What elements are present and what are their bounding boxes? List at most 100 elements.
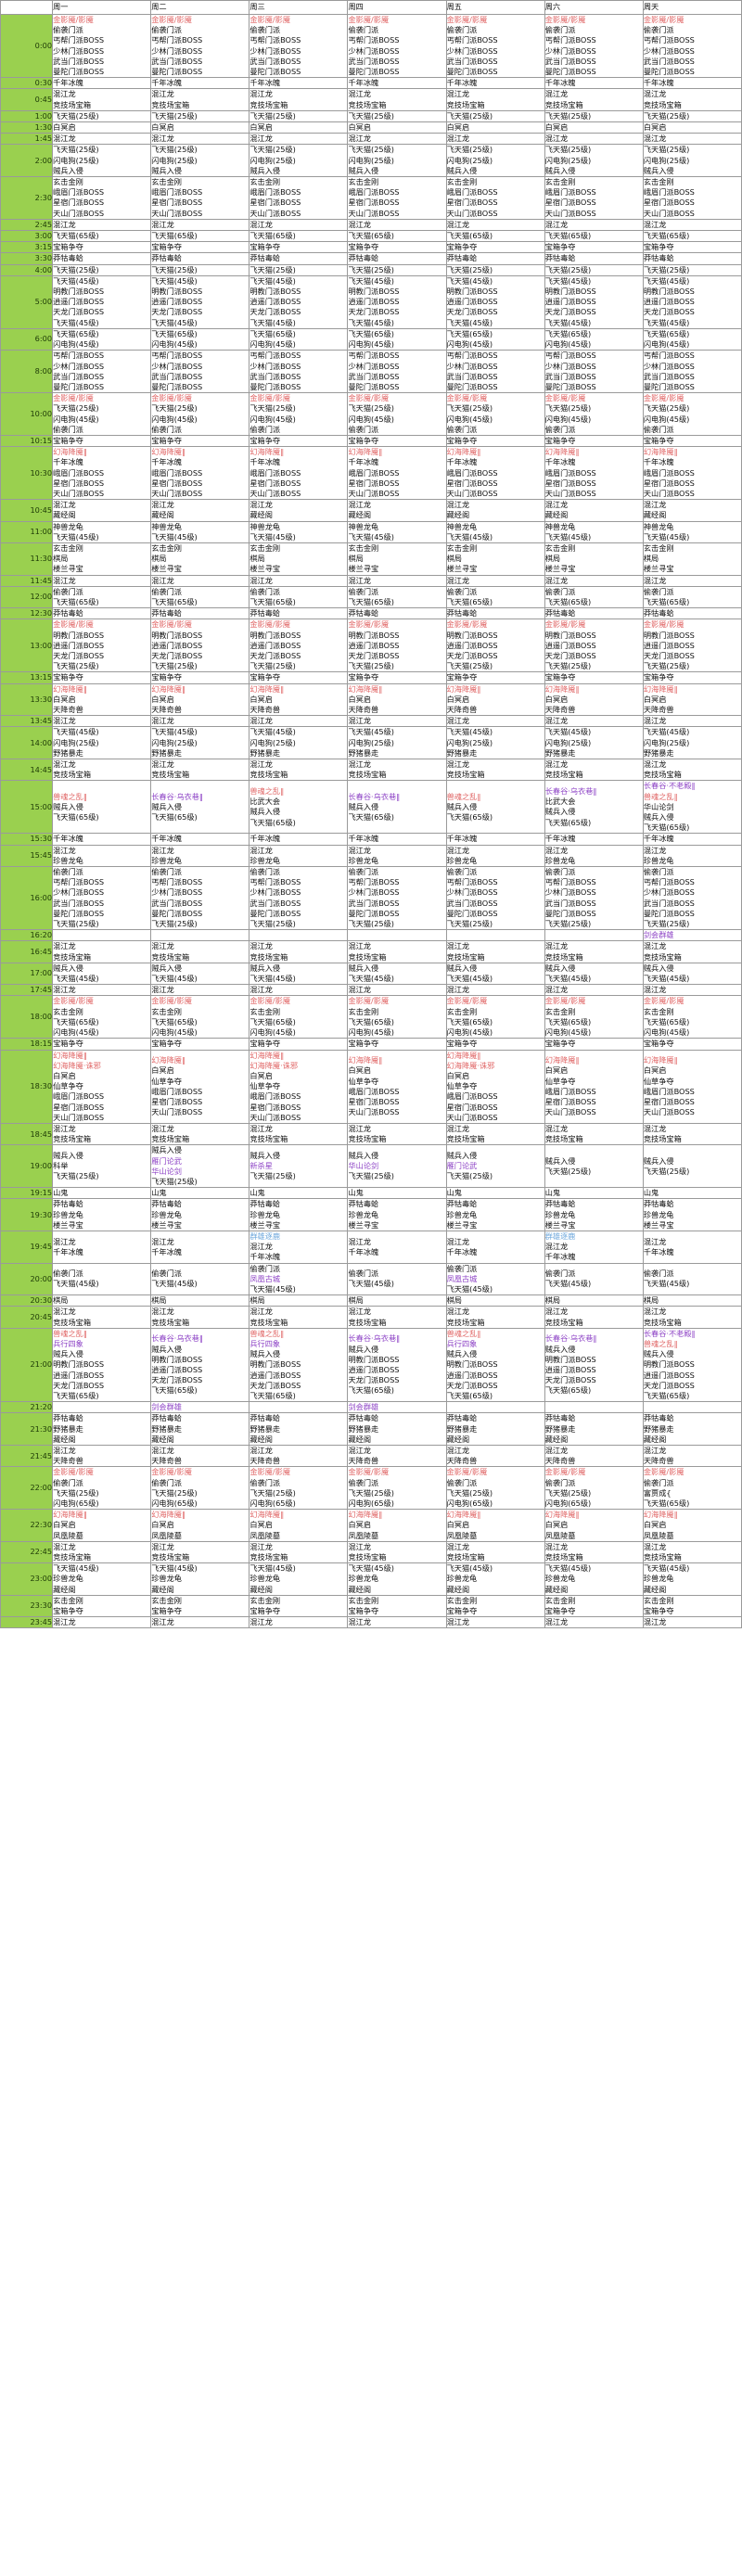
schedule-cell: 幻海降魇‖ 千年冰魄 峨眉门派BOSS 星宿门派BOSS 天山门派BOSS [52, 446, 152, 501]
schedule-cell: 神兽龙龟 飞天猫(45级) [52, 520, 152, 543]
event-label: 宝箱争夺 [544, 242, 576, 252]
event-label: 珍兽龙龟 [446, 855, 478, 865]
event-label: 千年冰魄 [249, 457, 281, 467]
event-label: 明教门派BOSS [151, 630, 203, 640]
time-label: 11:00 [0, 520, 54, 543]
event-label: 星宿门派BOSS [249, 478, 301, 488]
event-label: 莽牯毒蛤 [544, 1199, 576, 1209]
schedule-cell [544, 1401, 644, 1414]
schedule-cell: 偷袭门派 飞天猫(65级) [544, 585, 644, 609]
schedule-row: 22:30 幻海降魇‖ 白冥启 凤凰陵墓 幻海降魇‖ 白冥启 凤凰陵墓 幻海降魇‖ 白冥启 凤凰陵… [0, 1509, 742, 1542]
event-label: 星宿门派BOSS [53, 198, 105, 208]
event-label: 千年冰魄 [53, 834, 83, 844]
event-label: 峨眉门派BOSS [151, 467, 203, 478]
event-label: 武当门派BOSS [544, 898, 596, 908]
schedule-cell: 偷袭门派 丐帮门派BOSS 少林门派BOSS 武当门派BOSS 曼陀门派BOSS 飞天猫(… [544, 866, 644, 931]
event-label: 飞天猫(65级) [249, 1391, 296, 1400]
event-label: 天山门派BOSS [446, 1112, 498, 1122]
event-label: 珍兽龙龟 [249, 855, 281, 865]
event-label: 天山门派BOSS [151, 1107, 203, 1117]
event-label: 曼陀门派BOSS [446, 381, 498, 391]
schedule-cell: 贼兵入侵 科举 飞天猫(25级) [52, 1144, 152, 1189]
event-label: 白冥启 [53, 122, 76, 133]
schedule-cell: 幻海降魇‖ 白冥启 天降奇兽 [445, 682, 545, 717]
event-label: 混江龙 [544, 759, 569, 770]
event-label: 莽牯毒蛤 [151, 1199, 182, 1209]
event-label: 星宿门派BOSS [151, 198, 203, 208]
event-label: 凤凰陵墓 [446, 1530, 478, 1540]
event-label: 棋局 [643, 554, 659, 564]
event-label: 混江龙 [151, 1617, 174, 1627]
schedule-cell: 棋局 [544, 1294, 644, 1307]
schedule-cell [642, 1401, 742, 1414]
event-label: 飞天猫(45级) [348, 275, 394, 286]
schedule-cell: 莽牯毒蛤 珍兽龙龟 楼兰寻宝 [249, 1198, 349, 1231]
event-label: 贼兵入侵 [151, 801, 182, 811]
schedule-cell: 长春谷·乌衣巷‖ 贼兵入侵 明教门派BOSS 逍遥门派BOSS 天龙门派BOSS 飞天猫(… [347, 1327, 447, 1403]
event-label: 混江龙 [151, 985, 174, 995]
event-label: 珍兽龙龟 [348, 1574, 379, 1584]
event-label: 飞天猫(25级) [446, 264, 493, 274]
event-label: 贼兵入侵 [544, 807, 576, 817]
event-label: 千年冰魄 [249, 78, 281, 88]
schedule-cell: 飞天猫(25级) 闪电狗(25级) 贼兵入侵 [642, 144, 742, 178]
schedule-cell: 混江龙 竞技场宝箱 [150, 940, 250, 963]
event-label: 宝箱争夺 [643, 1039, 674, 1049]
schedule-cell: 幻海降魇‖ 白冥启 天降奇兽 [347, 682, 447, 717]
event-label: 混江龙 [643, 500, 667, 510]
event-label: 偷袭门派 [53, 25, 83, 35]
schedule-cell: 玄击金刚 峨眉门派BOSS 星宿门派BOSS 天山门派BOSS [642, 176, 742, 220]
time-label: 20:00 [0, 1262, 54, 1296]
schedule-cell: 金影魇/影魇 明教门派BOSS 逍遥门派BOSS 天龙门派BOSS 飞天猫(25级) [445, 618, 545, 673]
schedule-cell: 金影魇/影魇 飞天猫(25级) 闪电狗(45级) 偷袭门派 [445, 392, 545, 436]
event-label: 偷袭门派 [348, 586, 379, 596]
event-label: 星宿门派BOSS [544, 1096, 596, 1106]
event-label: 玄击金刚 [446, 1006, 478, 1016]
event-label: 峨眉门派BOSS [249, 187, 301, 198]
schedule-cell: 飞天猫(65级) 闪电狗(45级) [642, 327, 742, 351]
event-label: 千年冰魄 [249, 834, 281, 844]
event-label: 飞天猫(45级) [446, 275, 493, 286]
event-label: 混江龙 [348, 759, 372, 770]
schedule-cell: 棋局 [249, 1294, 349, 1307]
schedule-cell: 混江龙 竞技场宝箱 [445, 1540, 545, 1564]
event-label: 天山门派BOSS [643, 208, 695, 218]
event-label: 竞技场宝箱 [544, 1552, 583, 1562]
event-label: 混江龙 [544, 500, 569, 510]
event-label: 飞天猫(45级) [53, 275, 99, 286]
event-label: 贼兵入侵 [643, 1349, 674, 1359]
day-header-friday: 周五 [445, 0, 545, 15]
event-label: 棋局 [53, 554, 69, 564]
time-label: 16:20 [0, 929, 54, 942]
event-label: 飞天猫(65级) [446, 231, 493, 241]
schedule-row: 23:45 混江龙 混江龙 混江龙 混江龙 混江龙 混江龙 混江龙 [0, 1616, 742, 1629]
event-label: 武当门派BOSS [53, 371, 105, 381]
event-label: 贼兵入侵 [151, 963, 182, 973]
event-label: 竞技场宝箱 [544, 1317, 583, 1327]
event-label: 曼陀门派BOSS [151, 67, 203, 77]
event-label: 幻海降魇·诛邪 [53, 1060, 101, 1070]
schedule-cell: 金影魇/影魇 偷袭门派 丐帮门派BOSS 少林门派BOSS 武当门派BOSS 曼陀门派BO… [52, 13, 152, 79]
event-label: 棋局 [249, 554, 265, 564]
schedule-cell: 莽牯毒蛤 珍兽龙龟 楼兰寻宝 [347, 1198, 447, 1231]
schedule-cell: 莽牯毒蛤 珍兽龙龟 楼兰寻宝 [642, 1198, 742, 1231]
event-label: 野猪暴走 [348, 1423, 379, 1434]
event-label: 宝箱争夺 [151, 672, 182, 682]
schedule-cell: 玄击金刚 棋局 楼兰寻宝 [544, 542, 644, 576]
event-label: 闪电狗(65级) [53, 1498, 99, 1509]
schedule-cell: 神兽龙龟 飞天猫(45级) [544, 520, 644, 543]
event-label: 金影魇/影魇 [249, 996, 291, 1006]
event-label: 混江龙 [151, 219, 174, 229]
event-label: 星宿门派BOSS [249, 198, 301, 208]
event-label: 莽牯毒蛤 [348, 608, 379, 618]
schedule-cell: 玄击金刚 棋局 楼兰寻宝 [642, 542, 742, 576]
event-label: 飞天猫(65级) [249, 817, 296, 827]
event-label: 飞天猫(45级) [249, 1563, 296, 1574]
schedule-cell: 宝箱争夺 [544, 1038, 644, 1051]
event-label: 长春谷·不老殿‖ [643, 781, 696, 791]
event-label: 飞天猫(45级) [446, 1283, 493, 1294]
event-label: 星宿门派BOSS [446, 478, 498, 488]
schedule-row: 20:00 偷袭门派 飞天猫(45级) 偷袭门派 飞天猫(45级) 偷袭门派 凤凰古城 飞天猫… [0, 1262, 742, 1296]
schedule-cell: 飞天猫(25级) 闪电狗(25级) 贼兵入侵 [52, 144, 152, 178]
time-label: 13:15 [0, 671, 54, 684]
